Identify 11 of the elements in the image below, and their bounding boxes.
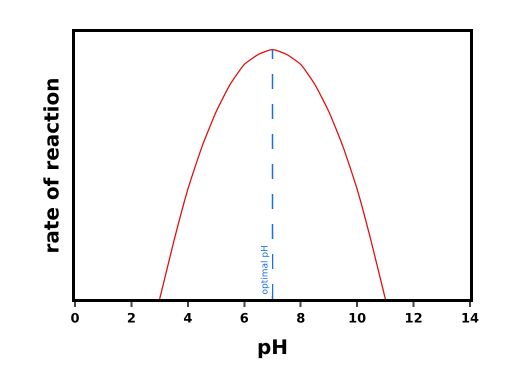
- x-tick-label: 0: [70, 312, 80, 327]
- ref-line-label: optimal pH: [260, 245, 270, 294]
- x-axis-title: pH: [256, 335, 288, 360]
- x-tick-label: 14: [460, 312, 480, 327]
- x-tick-label: 2: [126, 312, 136, 327]
- x-tick-label: 10: [348, 312, 366, 327]
- y-axis-title: rate of reaction: [40, 77, 64, 254]
- x-tick-label: 4: [183, 312, 192, 327]
- x-tick-label: 8: [296, 312, 306, 327]
- x-tick-label: 6: [240, 312, 249, 327]
- x-tick-label: 12: [404, 312, 423, 327]
